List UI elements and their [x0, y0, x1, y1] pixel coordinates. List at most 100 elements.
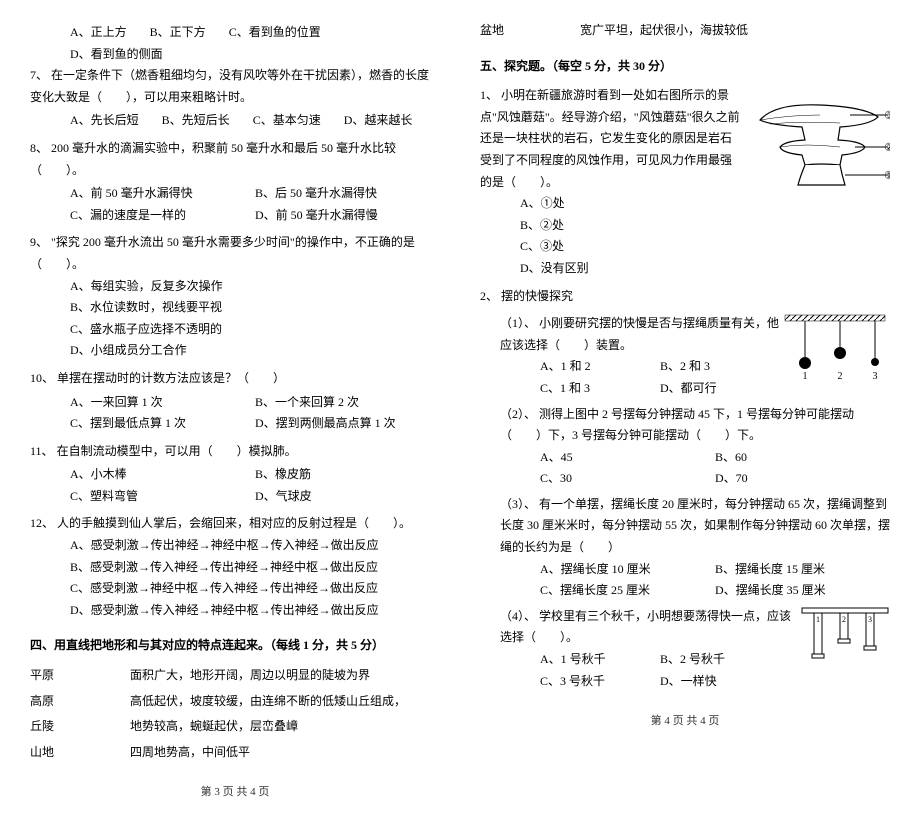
- r-q2-2-num: （2）、: [500, 407, 536, 421]
- match-r-4: 四周地势高，中间低平: [130, 742, 440, 764]
- match-row-4: 山地 四周地势高，中间低平: [30, 742, 440, 764]
- match-r-3: 地势较高，蜿蜒起伏，层峦叠嶂: [130, 716, 440, 738]
- q6-opt-b: B、正下方: [150, 22, 206, 44]
- q7-opt-d: D、越来越长: [344, 110, 413, 132]
- q10-num: 10、: [30, 371, 54, 385]
- q7-stem: 在一定条件下（燃香粗细均匀，没有风吹等外在干扰因素），燃香的长度变化大致是（ ）…: [30, 68, 429, 104]
- r-q1-num: 1、: [480, 88, 498, 102]
- q11-stem: 在自制流动模型中，可以用（ ）模拟肺。: [57, 444, 297, 458]
- r-q2-1-opt-b: B、2 和 3: [660, 356, 780, 378]
- q8: 8、 200 毫升水的滴漏实验中，积聚前 50 毫升水和最后 50 毫升水比较（…: [30, 138, 440, 226]
- q10-opt-d: D、摆到两侧最高点算 1 次: [255, 413, 440, 435]
- q11-opt-c: C、塑料弯管: [70, 486, 255, 508]
- r-q2-3-opt-d: D、摆绳长度 35 厘米: [715, 580, 890, 602]
- q11-num: 11、: [30, 444, 54, 458]
- q10-opt-b: B、一个来回算 2 次: [255, 392, 440, 414]
- q8-opt-c: C、漏的速度是一样的: [70, 205, 255, 227]
- q6-opt-c: C、看到鱼的位置: [229, 22, 321, 44]
- match-row-1: 平原 面积广大，地形开阔，周边以明显的陡坡为界: [30, 665, 440, 687]
- top-match-l: 盆地: [480, 20, 580, 42]
- q9: 9、 "探究 200 毫升水流出 50 毫升水需要多少时间"的操作中，不正确的是…: [30, 232, 440, 362]
- r-q2-4-num: （4）、: [500, 609, 536, 623]
- left-footer: 第 3 页 共 4 页: [30, 783, 440, 803]
- r-q2-2-opt-b: B、60: [715, 447, 890, 469]
- q12-opt-b: B、感受刺激→传入神经→传出神经→神经中枢→做出反应: [30, 557, 440, 579]
- q11-opt-d: D、气球皮: [255, 486, 440, 508]
- q10: 10、 单摆在摆动时的计数方法应该是？（ ） A、一来回算 1 次 B、一个来回…: [30, 368, 440, 435]
- r-q2-3-num: （3）、: [500, 497, 536, 511]
- q11-opt-b: B、橡皮筋: [255, 464, 440, 486]
- r-q1: ③ ② ① 1、 小明在新疆旅游时看到一处如右图所示的景点"风蚀蘑菇"。经导游介…: [480, 85, 890, 279]
- r-q2: 2、 摆的快慢探究: [480, 286, 890, 308]
- match-l-1: 平原: [30, 665, 130, 687]
- q9-stem: "探究 200 毫升水流出 50 毫升水需要多少时间"的操作中，不正确的是（ ）…: [30, 235, 415, 271]
- left-page: A、正上方 B、正下方 C、看到鱼的位置 D、看到鱼的侧面 7、 在一定条件下（…: [30, 20, 440, 803]
- q8-stem: 200 毫升水的滴漏实验中，积聚前 50 毫升水和最后 50 毫升水比较（ ）。: [30, 141, 396, 177]
- r-q2-stem: 摆的快慢探究: [501, 289, 573, 303]
- match-row-2: 高原 高低起伏，坡度较缓，由连绵不断的低矮山丘组成，: [30, 691, 440, 713]
- r-q2-1-opt-c: C、1 和 3: [540, 378, 660, 400]
- q10-opt-c: C、摆到最低点算 1 次: [70, 413, 255, 435]
- match-r-2: 高低起伏，坡度较缓，由连绵不断的低矮山丘组成，: [130, 691, 440, 713]
- r-q2-3-stem: 有一个单摆，摆绳长度 20 厘米时，每分钟摆动 65 次，摆绳调整到长度 30 …: [500, 497, 890, 554]
- q9-opt-b: B、水位读数时，视线要平视: [30, 297, 440, 319]
- rock-label-2: ②: [884, 139, 890, 159]
- pend-label-3: 3: [873, 371, 878, 382]
- q9-opt-c: C、盛水瓶子应选择不透明的: [30, 319, 440, 341]
- top-match-row: 盆地 宽广平坦，起伏很小，海拔较低: [480, 20, 890, 42]
- q9-num: 9、: [30, 235, 48, 249]
- r-q2-2: （2）、 测得上图中 2 号摆每分钟摆动 45 下，1 号摆每分钟可能摆动（ ）…: [480, 404, 890, 490]
- r-q1-opt-b: B、②处: [480, 215, 890, 237]
- r-q2-3-opt-c: C、摆绳长度 25 厘米: [540, 580, 715, 602]
- r-q2-4-stem: 学校里有三个秋千，小明想要荡得快一点，应该选择（ ）。: [500, 609, 791, 645]
- r-q2-2-opt-d: D、70: [715, 468, 890, 490]
- svg-text:3: 3: [868, 615, 872, 624]
- r-q2-1: 1 2 3 （1）、 小刚要研究摆的快慢是否与摆绳质量有关，他应该选择（ ）装置…: [480, 313, 890, 399]
- q7-opt-b: B、先短后长: [162, 110, 230, 132]
- q6-opt-a: A、正上方: [70, 22, 127, 44]
- r-q2-1-num: （1）、: [500, 316, 536, 330]
- pend-label-2: 2: [838, 371, 843, 382]
- q12-opt-a: A、感受刺激→传出神经→神经中枢→传入神经→做出反应: [30, 535, 440, 557]
- q6-opt-d: D、看到鱼的侧面: [70, 44, 163, 66]
- r-q2-3-opt-b: B、摆绳长度 15 厘米: [715, 559, 890, 581]
- match-l-4: 山地: [30, 742, 130, 764]
- q7-num: 7、: [30, 68, 48, 82]
- q6-options: A、正上方 B、正下方 C、看到鱼的位置 D、看到鱼的侧面: [30, 22, 440, 65]
- r-q1-opt-d: D、没有区别: [480, 258, 890, 280]
- r-q2-1-opt-a: A、1 和 2: [540, 356, 660, 378]
- q12-opt-c: C、感受刺激→神经中枢→传入神经→传出神经→做出反应: [30, 578, 440, 600]
- r-q2-4-opt-b: B、2 号秋千: [660, 649, 780, 671]
- match-l-2: 高原: [30, 691, 130, 713]
- pend-label-1: 1: [803, 371, 808, 382]
- q7-opt-a: A、先长后短: [70, 110, 139, 132]
- match-r-1: 面积广大，地形开阔，周边以明显的陡坡为界: [130, 665, 440, 687]
- r-q2-num: 2、: [480, 289, 498, 303]
- pendulum-figure-icon: 1 2 3: [780, 313, 890, 383]
- r-q1-opt-c: C、③处: [480, 236, 890, 258]
- r-q2-4: 1 2 3 （4）、 学校里有三个秋千，小明想要荡得快一点，应该选择（ ）。 A…: [480, 606, 890, 692]
- q9-opt-a: A、每组实验，反复多次操作: [30, 276, 440, 298]
- q11-opt-a: A、小木棒: [70, 464, 255, 486]
- q8-opt-d: D、前 50 毫升水漏得慢: [255, 205, 440, 227]
- right-footer: 第 4 页 共 4 页: [480, 712, 890, 732]
- q12-opt-d: D、感受刺激→传入神经→神经中枢→传出神经→做出反应: [30, 600, 440, 622]
- r-q2-3: （3）、 有一个单摆，摆绳长度 20 厘米时，每分钟摆动 65 次，摆绳调整到长…: [480, 494, 890, 602]
- q12: 12、 人的手触摸到仙人掌后，会缩回来，相对应的反射过程是（ ）。 A、感受刺激…: [30, 513, 440, 621]
- section4-title: 四、用直线把地形和与其对应的特点连起来。（每线 1 分，共 5 分）: [30, 635, 440, 657]
- r-q2-2-stem: 测得上图中 2 号摆每分钟摆动 45 下，1 号摆每分钟可能摆动（ ）下，3 号…: [500, 407, 854, 443]
- q10-stem: 单摆在摆动时的计数方法应该是？（ ）: [57, 371, 285, 385]
- r-q2-4-opt-d: D、一样快: [660, 671, 780, 693]
- q10-opt-a: A、一来回算 1 次: [70, 392, 255, 414]
- q7-opt-c: C、基本匀速: [253, 110, 321, 132]
- r-q2-4-opt-c: C、3 号秋千: [540, 671, 660, 693]
- r-q2-2-opt-a: A、45: [540, 447, 715, 469]
- r-q2-2-opt-c: C、30: [540, 468, 715, 490]
- r-q2-3-opt-a: A、摆绳长度 10 厘米: [540, 559, 715, 581]
- q8-num: 8、: [30, 141, 48, 155]
- top-match-r: 宽广平坦，起伏很小，海拔较低: [580, 20, 890, 42]
- q9-opt-d: D、小组成员分工合作: [30, 340, 440, 362]
- r-q2-1-opt-d: D、都可行: [660, 378, 780, 400]
- match-l-3: 丘陵: [30, 716, 130, 738]
- swing-figure-icon: 1 2 3: [800, 606, 890, 676]
